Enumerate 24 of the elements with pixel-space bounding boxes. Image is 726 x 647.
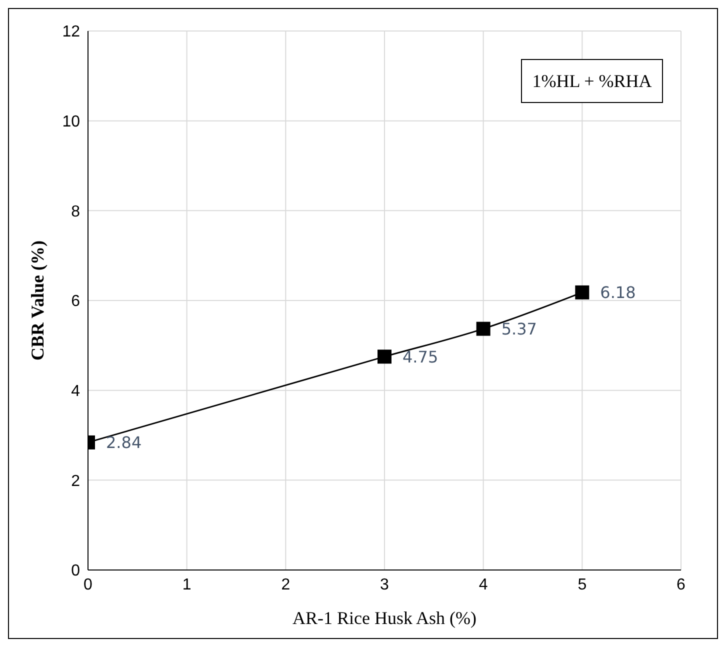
- x-tick-label: 0: [84, 576, 93, 594]
- y-tick-label: 10: [62, 114, 80, 131]
- y-tick-label: 12: [62, 24, 80, 41]
- y-tick-label: 4: [71, 383, 80, 400]
- y-tick-label: 0: [71, 562, 80, 580]
- y-axis-title: CBR Value (%): [27, 240, 48, 360]
- point: [378, 350, 392, 364]
- point: [575, 285, 590, 300]
- y-tick-label: 8: [71, 203, 80, 220]
- x-tick-label: 4: [478, 576, 488, 594]
- data-label: 2.84: [106, 433, 142, 452]
- point: [476, 322, 490, 336]
- x-tick-label: 1: [182, 576, 192, 594]
- y-tick-label: 6: [71, 293, 80, 310]
- x-axis-title: AR-1 Rice Husk Ash (%): [292, 608, 476, 628]
- data-label: 4.75: [402, 347, 438, 366]
- y-tick-label: 2: [71, 472, 80, 490]
- annotation: 1%HL + %RHA: [521, 59, 663, 103]
- data-label: 6.18: [600, 283, 636, 302]
- x-tick-label: 6: [676, 576, 686, 594]
- x-tick-label: 2: [281, 576, 290, 594]
- x-tick-label: 3: [380, 576, 390, 594]
- x-tick-label: 5: [578, 576, 587, 594]
- data-label: 5.37: [501, 319, 537, 338]
